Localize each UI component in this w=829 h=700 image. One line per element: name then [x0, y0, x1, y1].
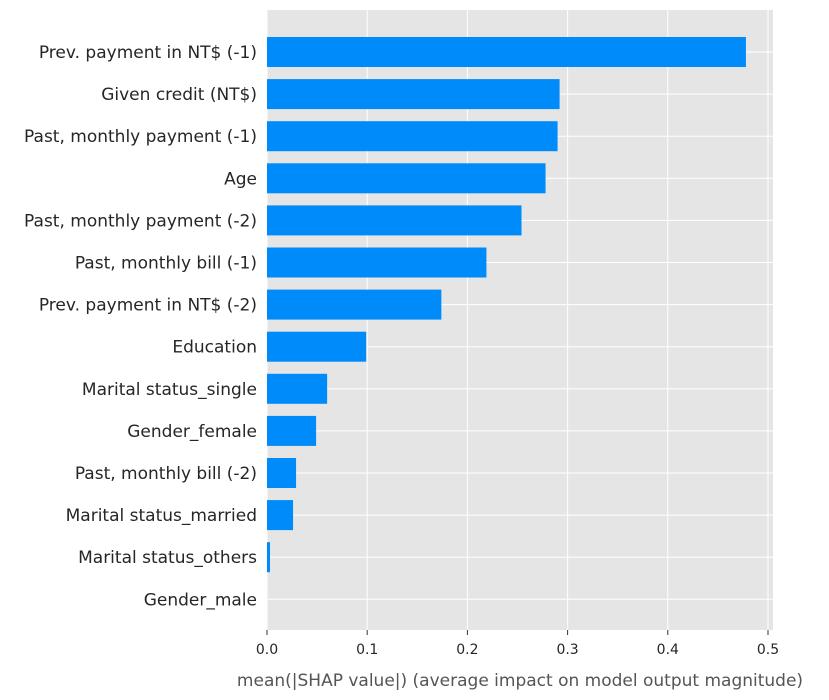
- y-tick-label: Marital status_single: [82, 380, 257, 400]
- y-tick-label: Past, monthly bill (-2): [75, 464, 257, 484]
- x-tick-label: 0.0: [256, 642, 278, 658]
- bar: [267, 289, 442, 320]
- bar: [267, 37, 746, 67]
- y-tick-label: Gender_female: [127, 422, 257, 442]
- y-tick-label: Past, monthly payment (-1): [24, 127, 257, 147]
- y-tick-label: Prev. payment in NT$ (-2): [39, 296, 257, 316]
- y-tick-labels: Prev. payment in NT$ (-1) Given credit (N…: [24, 43, 257, 610]
- bar: [267, 331, 367, 362]
- bar: [267, 458, 297, 488]
- bar: [267, 500, 294, 531]
- x-tick-label: 0.5: [757, 642, 779, 658]
- y-tick-label: Prev. payment in NT$ (-1): [39, 43, 257, 63]
- bar: [267, 205, 522, 236]
- bar: [267, 163, 546, 194]
- bar: [267, 415, 317, 446]
- bar: [267, 542, 271, 573]
- x-tick-label: 0.2: [456, 642, 478, 658]
- bar: [267, 247, 487, 278]
- bar: [267, 79, 560, 110]
- y-tick-label: Education: [172, 338, 257, 358]
- plot-background: [267, 10, 773, 630]
- y-tick-label: Gender_male: [144, 590, 257, 610]
- y-tick-label: Past, monthly payment (-2): [24, 211, 257, 231]
- y-tick-label: Age: [224, 169, 257, 189]
- y-tick-label: Given credit (NT$): [101, 85, 257, 105]
- y-tick-label: Past, monthly bill (-1): [75, 254, 257, 274]
- y-tick-label: Marital status_others: [78, 548, 257, 568]
- x-axis-label: mean(|SHAP value|) (average impact on mo…: [237, 671, 803, 691]
- x-tick-label: 0.1: [356, 642, 378, 658]
- bar: [267, 121, 558, 152]
- bars: [267, 37, 746, 573]
- x-tick-labels: 0.0 0.1 0.2 0.3 0.4 0.5: [256, 630, 779, 658]
- x-tick-label: 0.3: [556, 642, 578, 658]
- x-tick-label: 0.4: [657, 642, 679, 658]
- y-tick-label: Marital status_married: [66, 506, 257, 526]
- bar: [267, 373, 328, 404]
